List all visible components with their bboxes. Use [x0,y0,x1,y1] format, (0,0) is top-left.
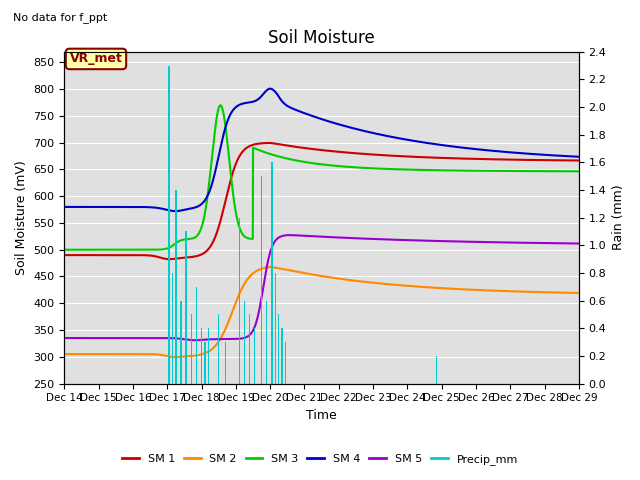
Bar [168,66,170,384]
Text: No data for f_ppt: No data for f_ppt [13,12,107,23]
Bar [201,328,202,384]
Bar [218,314,220,384]
Bar [275,273,276,384]
Text: VR_met: VR_met [70,52,122,65]
Bar [249,314,250,384]
Bar [271,162,273,384]
Bar [204,342,205,384]
Bar [239,217,240,384]
Bar [225,342,227,384]
Bar [172,273,173,384]
Bar [254,328,255,384]
Bar [285,342,286,384]
Bar [186,231,187,384]
Legend: SM 1, SM 2, SM 3, SM 4, SM 5, Precip_mm: SM 1, SM 2, SM 3, SM 4, SM 5, Precip_mm [118,450,522,469]
Bar [191,314,192,384]
Bar [180,300,182,384]
Bar [436,356,437,384]
Bar [208,328,209,384]
Y-axis label: Rain (mm): Rain (mm) [612,185,625,251]
Bar [266,300,268,384]
Bar [261,176,262,384]
Bar [244,300,245,384]
Bar [278,314,280,384]
X-axis label: Time: Time [307,409,337,422]
Bar [196,287,197,384]
Y-axis label: Soil Moisture (mV): Soil Moisture (mV) [15,160,28,275]
Bar [175,190,177,384]
Title: Soil Moisture: Soil Moisture [268,29,375,48]
Bar [282,328,283,384]
